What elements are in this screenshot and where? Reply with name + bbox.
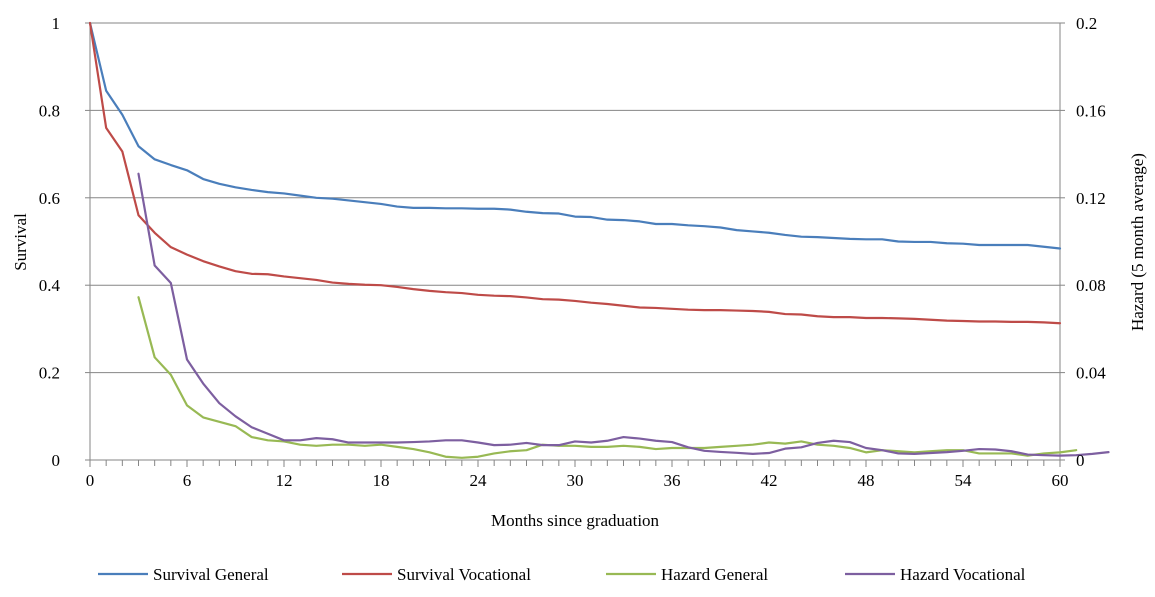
y-tick-label: 0: [52, 451, 61, 470]
y-tick-label: 0.6: [39, 189, 60, 208]
y2-tick-label: 0.04: [1076, 364, 1106, 383]
x-tick-label: 12: [276, 471, 293, 490]
legend-item: Hazard Vocational: [845, 565, 1026, 584]
series-line-hazard-general: [137, 296, 1078, 459]
x-tick-label: 48: [858, 471, 875, 490]
x-tick-label: 6: [183, 471, 192, 490]
legend-label: Hazard General: [661, 565, 768, 584]
x-axis-title: Months since graduation: [491, 511, 660, 530]
legend-item: Survival Vocational: [342, 565, 531, 584]
x-tick-label: 30: [567, 471, 584, 490]
y2-tick-label: 0.08: [1076, 276, 1106, 295]
y-tick-label: 0.2: [39, 364, 60, 383]
legend: Survival General Survival Vocational Hazar…: [98, 565, 1026, 584]
legend-label: Survival General: [153, 565, 269, 584]
x-tick-label: 42: [761, 471, 778, 490]
y2-tick-label: 0.2: [1076, 14, 1097, 33]
y2-axis-title: Hazard (5 month average): [1128, 153, 1147, 331]
x-tick-label: 18: [373, 471, 390, 490]
series-line-survival-vocational: [88, 21, 1062, 325]
series-line-survival-general: [88, 21, 1062, 250]
x-tick-label: 54: [955, 471, 973, 490]
y-tick-label: 0.4: [39, 276, 61, 295]
y2-tick-label: 0: [1076, 451, 1085, 470]
y-tick-label: 0.8: [39, 101, 60, 120]
gridlines: [90, 22, 1060, 374]
tick-labels: 0 6 12 18 24 30 36 42 48 54 60 0 0.2 0.4 0.6 0.8 1 0 0.04 0…: [39, 14, 1107, 490]
x-tick-label: 24: [470, 471, 488, 490]
legend-label: Survival Vocational: [397, 565, 531, 584]
x-tick-label: 0: [86, 471, 95, 490]
legend-label: Hazard Vocational: [900, 565, 1026, 584]
series-line-hazard-vocational: [137, 172, 1110, 457]
series-lines: [88, 21, 1110, 459]
y2-tick-label: 0.16: [1076, 101, 1106, 120]
axes: [85, 22, 1065, 467]
x-tick-label: 36: [664, 471, 681, 490]
legend-item: Hazard General: [606, 565, 768, 584]
y-tick-label: 1: [52, 14, 61, 33]
legend-item: Survival General: [98, 565, 269, 584]
y2-tick-label: 0.12: [1076, 189, 1106, 208]
x-tick-label: 60: [1052, 471, 1069, 490]
y-axis-title: Survival: [11, 213, 30, 271]
